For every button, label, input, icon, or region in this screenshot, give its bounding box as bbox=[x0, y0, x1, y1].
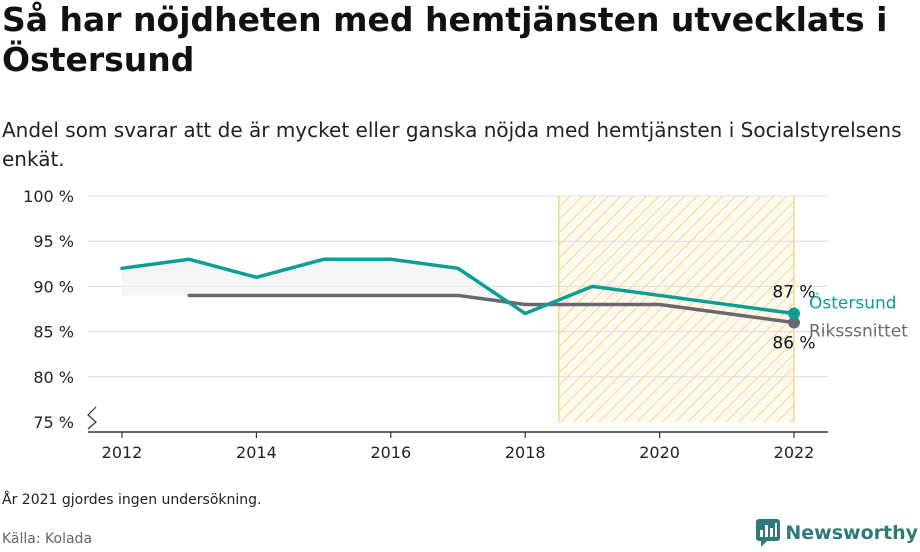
series-line-ostersund bbox=[120, 257, 796, 316]
chart-title: Så har nöjdheten med hemtjänsten utveckl… bbox=[2, 0, 888, 79]
x-tick-label: 2020 bbox=[639, 443, 680, 462]
series-name-label: Östersund bbox=[809, 292, 897, 314]
axis-break-icon bbox=[87, 406, 97, 430]
end-value-label: 87 % bbox=[772, 283, 815, 303]
series-name-label: Riksssnittet bbox=[809, 322, 908, 342]
y-tick-label: 90 % bbox=[33, 277, 74, 296]
chart-speech-bubble-icon bbox=[756, 519, 781, 547]
y-tick-label: 100 % bbox=[23, 187, 74, 206]
series-line-riket bbox=[187, 293, 796, 325]
x-tick-label: 2018 bbox=[505, 443, 546, 462]
source-text: Källa: Kolada bbox=[2, 531, 93, 547]
series-end-marker bbox=[788, 307, 800, 320]
brand-name: Newsworthy bbox=[785, 522, 918, 544]
line-chart: 75 % 80 % 85 % 90 % 95 % 100 % 2012 2014 2016 20… bbox=[23, 187, 908, 462]
y-tick-label: 95 % bbox=[33, 232, 74, 251]
y-tick-label: 80 % bbox=[33, 368, 74, 387]
x-tick-label: 2016 bbox=[370, 443, 411, 462]
end-value-label: 86 % bbox=[772, 334, 815, 354]
y-tick-label: 85 % bbox=[33, 323, 74, 342]
x-tick-label: 2022 bbox=[774, 443, 815, 462]
footnote: År 2021 gjordes ingen undersökning. bbox=[2, 492, 262, 508]
chart-subtitle: Andel som svarar att de är mycket eller … bbox=[2, 118, 902, 171]
y-tick-label: 75 % bbox=[33, 413, 74, 432]
x-tick-label: 2014 bbox=[236, 443, 277, 462]
newsworthy-logo: Newsworthy bbox=[755, 518, 918, 548]
x-tick-label: 2012 bbox=[102, 443, 143, 462]
series-end-marker bbox=[788, 316, 800, 329]
difference-area bbox=[122, 259, 506, 302]
